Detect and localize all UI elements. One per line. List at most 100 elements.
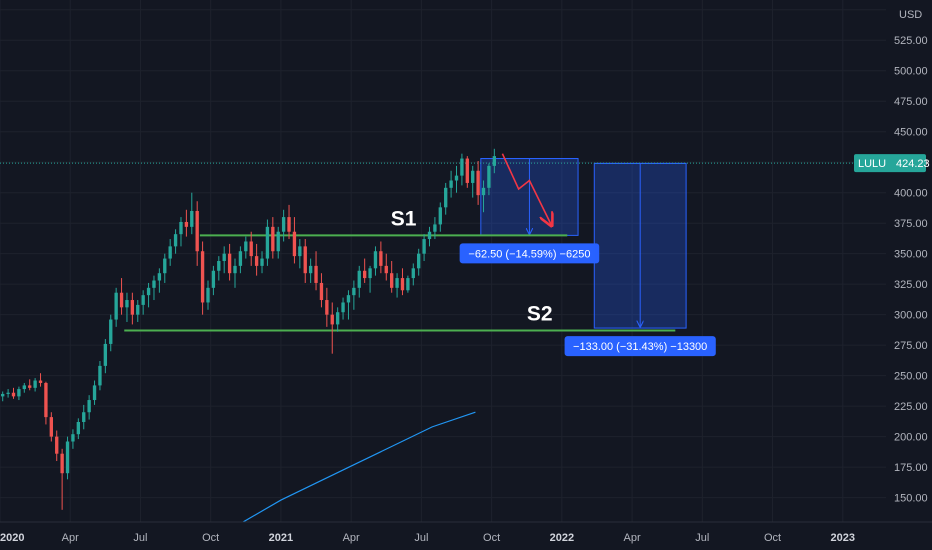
candle [217,256,221,281]
price-tick-label: 200.00 [894,432,928,444]
candle [368,265,372,293]
candle-body [406,278,410,291]
candle-body [281,217,286,232]
candle-body [109,319,113,344]
candle [141,290,145,315]
candle-body [152,280,156,288]
candle-body [384,265,388,274]
candle-body [125,300,129,308]
price-tick-label: 350.00 [894,249,928,261]
candle-body [60,453,64,474]
candle-body [471,170,475,183]
candle-body [6,392,10,394]
candle-body [476,170,480,196]
candle-body [38,380,43,383]
price-axis[interactable]: 150.00 175.00 200.00 225.00 250.00 275.00 300.… [854,0,932,550]
candle [109,314,113,352]
candle [233,258,237,288]
candle-body [265,226,270,259]
time-tick-label: Oct [483,532,500,544]
candle [130,292,135,325]
candle [276,226,280,259]
time-tick-label: 2020 [0,532,24,544]
time-tick-label: Jul [695,532,709,544]
price-tick-label: 525.00 [894,35,928,47]
candle-body [49,417,53,437]
candle-body [481,187,486,196]
candle [465,156,469,188]
candle-body [346,295,351,303]
candle [76,418,81,440]
candle-body [438,207,442,225]
candle [17,386,21,401]
candle [200,241,205,315]
candle [346,290,351,320]
measurement-boxes[interactable]: −62.50 (−14.59%) −6250 −133.00 (−31.43%) … [459,158,716,357]
price-tick-label: 225.00 [894,401,928,413]
price-tick-label: 150.00 [894,493,928,505]
candle-body [17,389,21,397]
candle-body [271,226,275,252]
candle [28,379,32,391]
time-tick-label: Apr [62,532,79,544]
candle-body [92,385,97,401]
candle [400,268,405,296]
candle [195,201,199,266]
time-tick-label: Oct [202,532,219,544]
candle [384,253,388,281]
time-tick-label: Oct [764,532,781,544]
last-price-label: 424.23 [896,158,930,170]
candle [114,287,118,327]
candle [119,278,124,315]
candle [254,243,259,276]
candle-body [195,210,199,252]
candle [352,280,356,310]
drawing-lines[interactable]: S1 S2 [0,162,886,332]
candle [427,226,432,247]
candle-body [173,234,178,247]
candle-body [238,251,243,266]
candle [184,209,189,237]
candle-body [287,217,291,232]
candle [173,229,178,254]
candle [206,280,210,310]
candle-body [422,239,426,254]
time-axis[interactable]: 2020 Apr Jul Oct 2021 Apr Jul Oct 2022 Apr Jul Oct 2… [0,521,932,550]
price-tick-label: 250.00 [894,371,928,383]
candle [244,236,248,259]
candle-body [200,251,205,303]
candle [190,192,194,235]
candle-body [190,210,194,227]
candle [6,389,10,398]
candle [476,160,480,205]
candle [222,246,226,274]
candle-body [303,246,307,274]
candle-body [357,270,361,288]
candle [362,258,367,283]
candle [152,275,156,301]
candle-body [28,385,32,388]
currency-label: USD [899,9,922,21]
candle [157,268,162,293]
candle [44,381,48,425]
candle [454,165,459,193]
time-axis-bg [0,522,932,550]
candle-body [168,246,172,259]
support-label-s1: S1 [391,207,417,230]
candle [438,202,442,232]
price-tick-label: 375.00 [894,218,928,230]
candle-body [411,268,415,279]
time-tick-label: 2023 [831,532,855,544]
price-tick-label: 300.00 [894,310,928,322]
candle [249,231,253,266]
candle-body [227,253,232,274]
candle-body [222,253,226,261]
symbol-price-badge [854,154,926,173]
candle [146,282,151,308]
candle [71,429,75,449]
candle [98,361,102,391]
candle [444,182,448,215]
candle [82,404,86,430]
candle-body [487,165,491,188]
